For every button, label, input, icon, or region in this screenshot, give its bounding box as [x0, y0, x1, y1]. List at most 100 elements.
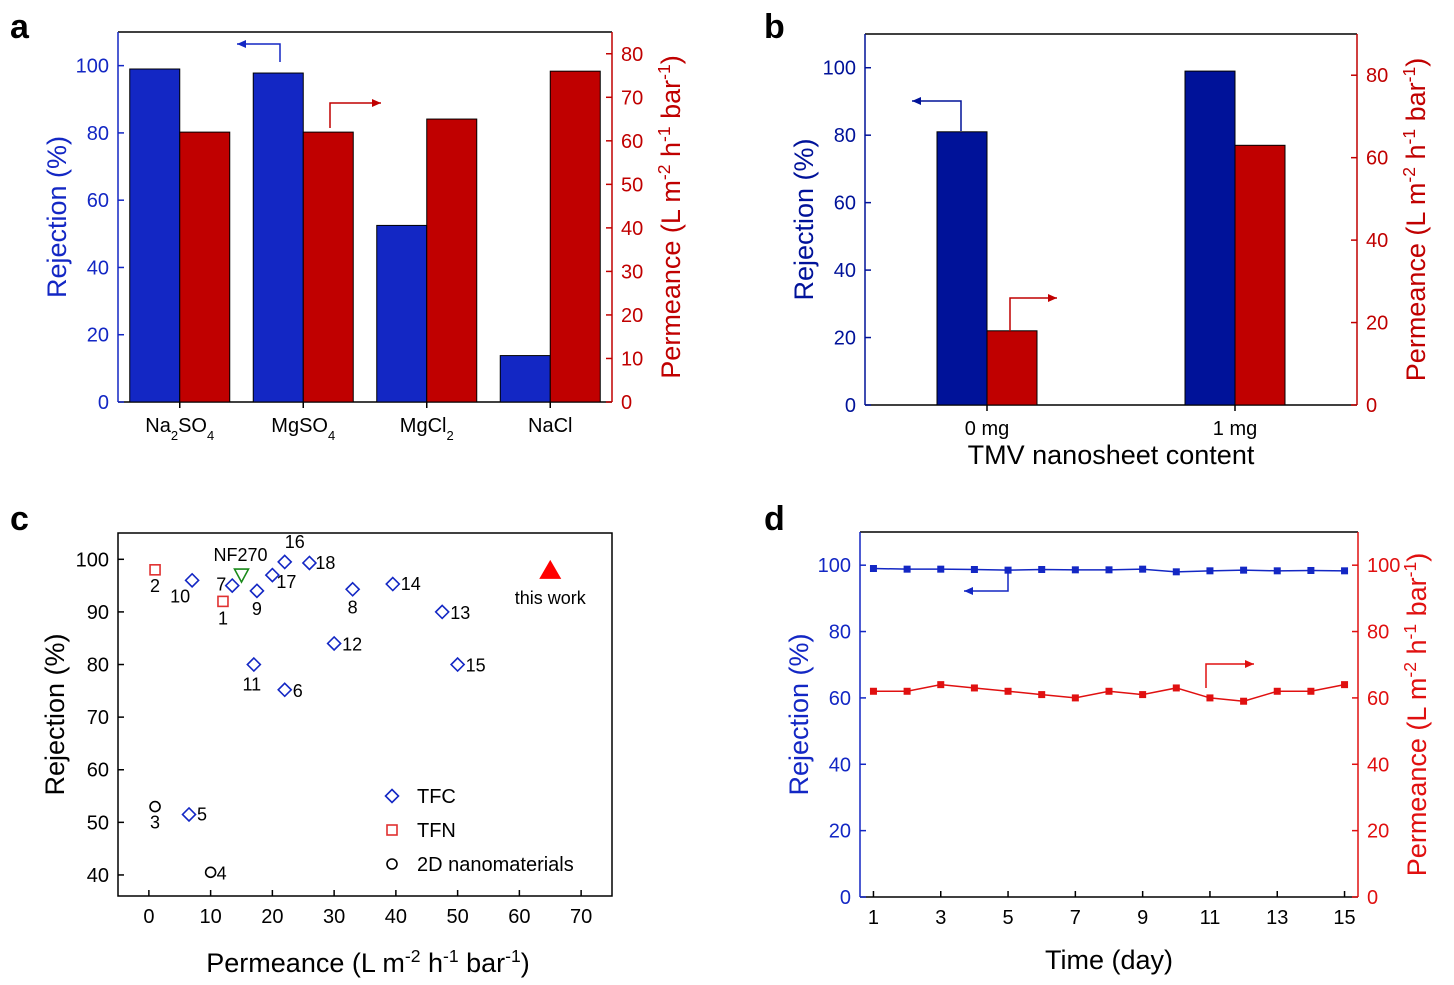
d-point-rejection — [1172, 568, 1180, 576]
c-x-tick-label: 50 — [447, 906, 469, 928]
a-arrow-left — [237, 43, 281, 62]
d-arrow-left — [964, 567, 1009, 592]
d-left-axis-title: Rejection (%) — [784, 633, 814, 795]
a-category-label: Na2SO4 — [145, 415, 214, 443]
c-point-triangle-up-filled — [539, 559, 562, 579]
a-right-tick-label: 20 — [621, 305, 643, 327]
d-x-tick-label: 5 — [1002, 907, 1013, 929]
d-arrow-right-head — [1245, 660, 1254, 668]
b-arrow-left-head — [912, 97, 921, 105]
b-right-tick-label: 20 — [1366, 313, 1388, 335]
panel-label-c: c — [10, 500, 29, 538]
c-point-TFC — [301, 555, 318, 571]
d-point-permeance — [1004, 687, 1012, 695]
c-point-TFC — [277, 554, 293, 570]
c-legend-label: TFC — [417, 786, 456, 808]
d-right-tick-label: 80 — [1367, 622, 1389, 644]
c-point-TFC — [224, 577, 240, 594]
a-arrow-left-head — [237, 40, 246, 48]
d-point-rejection — [1273, 567, 1281, 575]
d-x-tick-label: 11 — [1200, 907, 1221, 929]
d-left-tick-label: 40 — [829, 754, 851, 776]
d-right-tick-label: 60 — [1367, 688, 1389, 710]
d-point-permeance — [1172, 684, 1180, 692]
d-point-rejection — [869, 565, 877, 572]
c-x-tick-label: 0 — [143, 906, 154, 928]
c-point-TFC — [249, 583, 265, 599]
d-point-permeance — [970, 684, 978, 692]
c-point-label: 16 — [285, 532, 305, 552]
c-point-label: 7 — [216, 575, 226, 595]
c-point-label: 11 — [243, 675, 262, 695]
d-left-tick-label: 80 — [829, 622, 851, 644]
d-point-rejection — [903, 565, 911, 573]
b-left-axis-title: Rejection (%) — [789, 138, 819, 300]
d-right-tick-label: 0 — [1367, 887, 1378, 909]
c-y-tick-label: 60 — [87, 760, 109, 782]
c-point-label: NF270 — [213, 545, 267, 565]
a-right-axis-title: Permeance (L m-2 h-1 bar-1) — [654, 55, 686, 378]
c-point-label: 6 — [293, 681, 303, 701]
c-point-label: 2 — [150, 576, 160, 596]
b-arrow-right — [1009, 297, 1057, 331]
c-point-label: 12 — [342, 634, 362, 654]
a-right-tick-label: 70 — [621, 87, 643, 109]
b-left-tick-label: 20 — [834, 328, 856, 350]
c-y-axis-title: Rejection (%) — [40, 633, 70, 795]
c-point-TFC — [184, 572, 200, 588]
d-point-permeance — [869, 687, 877, 695]
c-point-TFC — [449, 656, 466, 673]
c-x-tick-label: 40 — [385, 906, 407, 928]
panel-label-d: d — [764, 500, 785, 538]
c-point-TFC — [385, 576, 401, 592]
c-y-tick-label: 40 — [87, 865, 109, 887]
bar-a-permeance — [549, 70, 601, 403]
b-arrow-left — [912, 100, 962, 131]
b-right-tick-label: 60 — [1366, 148, 1388, 170]
c-y-tick-label: 70 — [87, 707, 109, 729]
b-left-tick-label: 60 — [834, 193, 856, 215]
panel-a-chart: 0 20 40 60 80 100 0 10 20 30 40 50 60 70 80 Rejection (… — [42, 31, 686, 443]
d-point-rejection — [1105, 566, 1113, 574]
c-point-label: this work — [515, 588, 587, 608]
c-point-TFC — [326, 635, 342, 652]
bar-b-permeance — [1234, 144, 1286, 406]
d-right-axis-title: Permeance (L m-2 h-1 bar-1) — [1400, 553, 1432, 876]
d-point-permeance — [1071, 694, 1079, 702]
c-y-tick-label: 90 — [87, 602, 109, 624]
c-x-tick-label: 10 — [200, 906, 222, 928]
d-point-rejection — [937, 565, 945, 573]
panel-b-chart: 0 20 40 60 80 100 0 20 40 60 80 Rejection (%) Permea… — [789, 33, 1431, 470]
c-x-tick-label: 20 — [261, 906, 283, 928]
b-category-label: 0 mg — [965, 418, 1009, 440]
b-right-tick-label: 80 — [1366, 65, 1388, 87]
a-left-tick-label: 20 — [87, 325, 109, 347]
d-right-tick-label: 20 — [1367, 821, 1389, 843]
c-point-TFC — [246, 656, 262, 673]
d-point-permeance — [1139, 691, 1147, 699]
d-left-tick-label: 60 — [829, 688, 851, 710]
c-y-tick-label: 50 — [87, 812, 109, 834]
d-point-rejection — [1341, 567, 1349, 575]
a-category-label: MgCl2 — [400, 415, 454, 443]
c-point-label: 4 — [217, 863, 227, 883]
a-category-label: MgSO4 — [271, 415, 335, 443]
b-category-label: 1 mg — [1213, 418, 1257, 440]
c-point-triangle-down — [233, 568, 250, 584]
bar-a-permeance — [302, 131, 354, 403]
d-left-tick-label: 100 — [818, 555, 851, 577]
c-legend-label: TFN — [417, 820, 456, 842]
bar-a-permeance — [179, 131, 231, 403]
b-right-tick-label: 0 — [1366, 395, 1377, 417]
panel-label-a: a — [10, 8, 30, 46]
d-point-permeance — [1206, 694, 1214, 702]
b-left-tick-label: 0 — [845, 395, 856, 417]
bar-a-rejection — [376, 224, 428, 403]
c-point-label: 8 — [348, 597, 358, 617]
a-left-tick-label: 40 — [87, 257, 109, 279]
c-point-TFC — [434, 604, 450, 620]
d-x-tick-label: 9 — [1137, 907, 1148, 929]
c-x-tick-label: 70 — [570, 906, 592, 928]
c-point-TFN — [217, 595, 229, 608]
bar-b-rejection — [1184, 70, 1236, 406]
